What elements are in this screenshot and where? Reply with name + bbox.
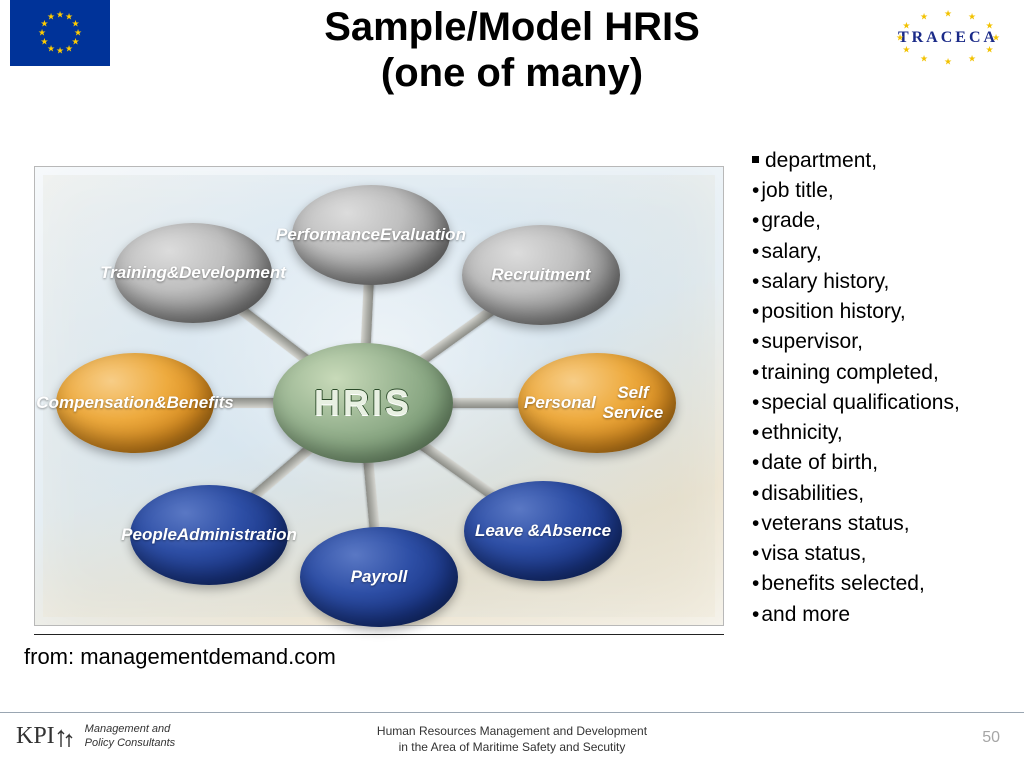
list-item: •supervisor, bbox=[752, 327, 1010, 357]
node-people: PeopleAdministration bbox=[130, 485, 288, 585]
list-item-text: salary, bbox=[761, 237, 821, 267]
list-item-text: ethnicity, bbox=[761, 418, 842, 448]
list-item: •veterans status, bbox=[752, 509, 1010, 539]
list-item-text: veterans status, bbox=[761, 509, 909, 539]
list-item-text: supervisor, bbox=[761, 327, 863, 357]
list-item: •job title, bbox=[752, 176, 1010, 206]
list-item-text: date of birth, bbox=[761, 448, 878, 478]
kpi-logo: KPI bbox=[16, 723, 75, 750]
list-item-text: training completed, bbox=[761, 358, 938, 388]
kpi-subtitle: Management and Policy Consultants bbox=[85, 723, 176, 751]
node-performance: PerformanceEvaluation bbox=[292, 185, 450, 285]
slide-footer: KPI Management and Policy Consultants Hu… bbox=[0, 712, 1024, 768]
hub-hris: HRIS bbox=[273, 343, 453, 463]
list-item: •and more bbox=[752, 600, 1010, 630]
bullet-dot-icon: • bbox=[752, 297, 759, 327]
list-item-text: disabilities, bbox=[761, 479, 864, 509]
list-item: •benefits selected, bbox=[752, 569, 1010, 599]
list-item: •salary history, bbox=[752, 267, 1010, 297]
list-item: •special qualifications, bbox=[752, 388, 1010, 418]
list-item: department, bbox=[752, 146, 1010, 176]
footer-center-text: Human Resources Management and Developme… bbox=[377, 723, 647, 755]
list-item-text: position history, bbox=[761, 297, 905, 327]
kpi-arrow-icon bbox=[57, 725, 75, 749]
bullet-dot-icon: • bbox=[752, 418, 759, 448]
node-compensation: Compensation&Benefits bbox=[56, 353, 214, 453]
slide-title: Sample/Model HRIS (one of many) bbox=[0, 4, 1024, 96]
bullet-dot-icon: • bbox=[752, 358, 759, 388]
bullet-dot-icon: • bbox=[752, 267, 759, 297]
node-training: Training&Development bbox=[114, 223, 272, 323]
title-line2: (one of many) bbox=[381, 51, 643, 95]
bullet-dot-icon: • bbox=[752, 600, 759, 630]
footer-kpi-block: KPI Management and Policy Consultants bbox=[16, 723, 175, 751]
bullet-dot-icon: • bbox=[752, 327, 759, 357]
page-number: 50 bbox=[982, 729, 1000, 747]
bullet-dot-icon: • bbox=[752, 448, 759, 478]
hris-diagram: HRIS Training&DevelopmentPerformanceEvalu… bbox=[34, 166, 724, 626]
hub-label: HRIS bbox=[314, 382, 412, 424]
list-item-text: grade, bbox=[761, 206, 821, 236]
list-item: •ethnicity, bbox=[752, 418, 1010, 448]
list-item-text: job title, bbox=[761, 176, 833, 206]
bullet-dot-icon: • bbox=[752, 509, 759, 539]
source-text: from: managementdemand.com bbox=[24, 644, 336, 670]
bullet-dot-icon: • bbox=[752, 388, 759, 418]
list-item: •training completed, bbox=[752, 358, 1010, 388]
node-leave: Leave &Absence bbox=[464, 481, 622, 581]
node-recruitment: Recruitment bbox=[462, 225, 620, 325]
list-item: •grade, bbox=[752, 206, 1010, 236]
bullet-dot-icon: • bbox=[752, 539, 759, 569]
hris-fields-list: department,•job title,•grade,•salary,•sa… bbox=[752, 146, 1010, 630]
list-item-text: visa status, bbox=[761, 539, 866, 569]
node-selfservice: PersonalSelf Service bbox=[518, 353, 676, 453]
bullet-dot-icon: • bbox=[752, 237, 759, 267]
diagram-underline bbox=[34, 634, 724, 635]
list-item-text: benefits selected, bbox=[761, 569, 924, 599]
bullet-square-icon bbox=[752, 156, 759, 163]
node-payroll: Payroll bbox=[300, 527, 458, 627]
list-item: •visa status, bbox=[752, 539, 1010, 569]
list-item: •position history, bbox=[752, 297, 1010, 327]
bullet-dot-icon: • bbox=[752, 176, 759, 206]
title-line1: Sample/Model HRIS bbox=[324, 5, 700, 49]
list-item: •date of birth, bbox=[752, 448, 1010, 478]
bullet-dot-icon: • bbox=[752, 479, 759, 509]
bullet-dot-icon: • bbox=[752, 569, 759, 599]
bullet-dot-icon: • bbox=[752, 206, 759, 236]
list-item-text: salary history, bbox=[761, 267, 889, 297]
list-item-text: and more bbox=[761, 600, 850, 630]
list-item: •disabilities, bbox=[752, 479, 1010, 509]
list-item: •salary, bbox=[752, 237, 1010, 267]
list-item-text: department, bbox=[765, 146, 877, 176]
list-item-text: special qualifications, bbox=[761, 388, 959, 418]
